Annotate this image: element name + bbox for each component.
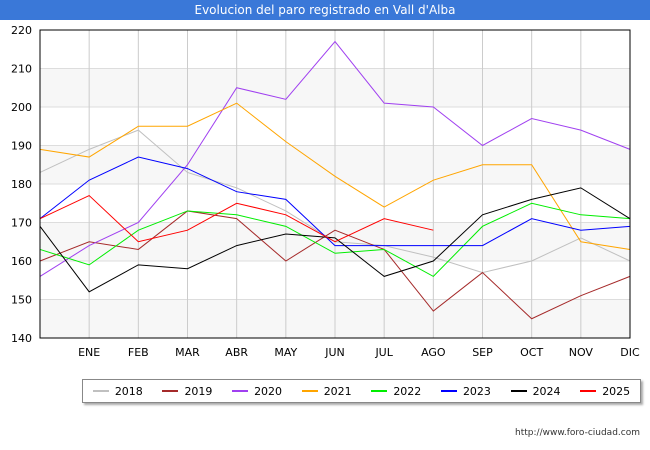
y-tick-label: 200 <box>11 101 32 114</box>
y-tick-label: 180 <box>11 178 32 191</box>
legend-label: 2024 <box>532 384 561 398</box>
legend-swatch <box>440 390 457 392</box>
series-line-2021 <box>39 102 631 250</box>
x-tick-label: JUL <box>374 346 393 359</box>
legend-item-2023: 2023 <box>440 384 491 398</box>
legend-swatch <box>510 390 527 392</box>
y-tick-label: 160 <box>11 255 32 268</box>
x-tick-label: MAR <box>175 346 200 359</box>
legend-item-2024: 2024 <box>510 384 561 398</box>
series-line-2019 <box>39 210 631 320</box>
legend: 2018 2019 2020 2021 2022 2023 2024 2025 <box>82 379 641 403</box>
x-tick-label: ABR <box>225 346 248 359</box>
line-chart: 140 150 160 170 180 190 200 210 220 ENE FEB MAR ABR M… <box>11 24 640 359</box>
series-line-2024 <box>39 187 631 293</box>
legend-swatch <box>371 390 388 392</box>
y-tick-label: 170 <box>11 217 32 230</box>
x-tick-label: MAY <box>274 346 297 359</box>
legend-item-2018: 2018 <box>92 384 143 398</box>
plot-border <box>39 29 631 339</box>
legend-label: 2018 <box>114 384 143 398</box>
legend-label: 2023 <box>462 384 491 398</box>
x-tick-label: FEB <box>128 346 149 359</box>
legend-swatch <box>580 390 597 392</box>
legend-item-2019: 2019 <box>162 385 212 398</box>
source-url: http://www.foro-ciudad.com <box>515 428 640 438</box>
legend-label: 2021 <box>323 384 352 398</box>
y-tick-label: 150 <box>11 294 32 307</box>
x-tick-label: JUN <box>324 346 345 359</box>
x-tick-label: ENE <box>78 346 100 359</box>
legend-swatch <box>301 390 318 392</box>
x-tick-label: OCT <box>520 346 543 359</box>
legend-item-2022: 2022 <box>371 385 421 398</box>
legend-swatch <box>162 390 179 392</box>
series-line-2025 <box>39 194 434 243</box>
x-tick-label: SEP <box>472 346 493 359</box>
chart-title: Evolucion del paro registrado en Vall d'… <box>0 0 650 20</box>
y-tick-label: 140 <box>11 332 32 345</box>
series-line-2022 <box>39 202 631 278</box>
legend-label: 2020 <box>254 384 283 398</box>
y-tick-label: 190 <box>11 140 32 153</box>
x-tick-label: DIC <box>620 346 640 359</box>
legend-label: 2025 <box>602 384 631 398</box>
legend-swatch <box>92 390 109 392</box>
legend-label: 2019 <box>184 384 213 398</box>
y-tick-label: 220 <box>11 24 32 37</box>
legend-swatch <box>232 390 249 392</box>
legend-label: 2022 <box>393 384 422 398</box>
legend-item-2025: 2025 <box>580 385 630 398</box>
x-tick-label: NOV <box>569 346 594 359</box>
y-tick-label: 210 <box>11 63 32 76</box>
legend-item-2021: 2021 <box>301 384 352 398</box>
series-line-2020 <box>39 40 631 277</box>
legend-item-2020: 2020 <box>232 385 282 398</box>
x-tick-label: AGO <box>421 346 446 359</box>
series-line-2023 <box>39 156 631 247</box>
